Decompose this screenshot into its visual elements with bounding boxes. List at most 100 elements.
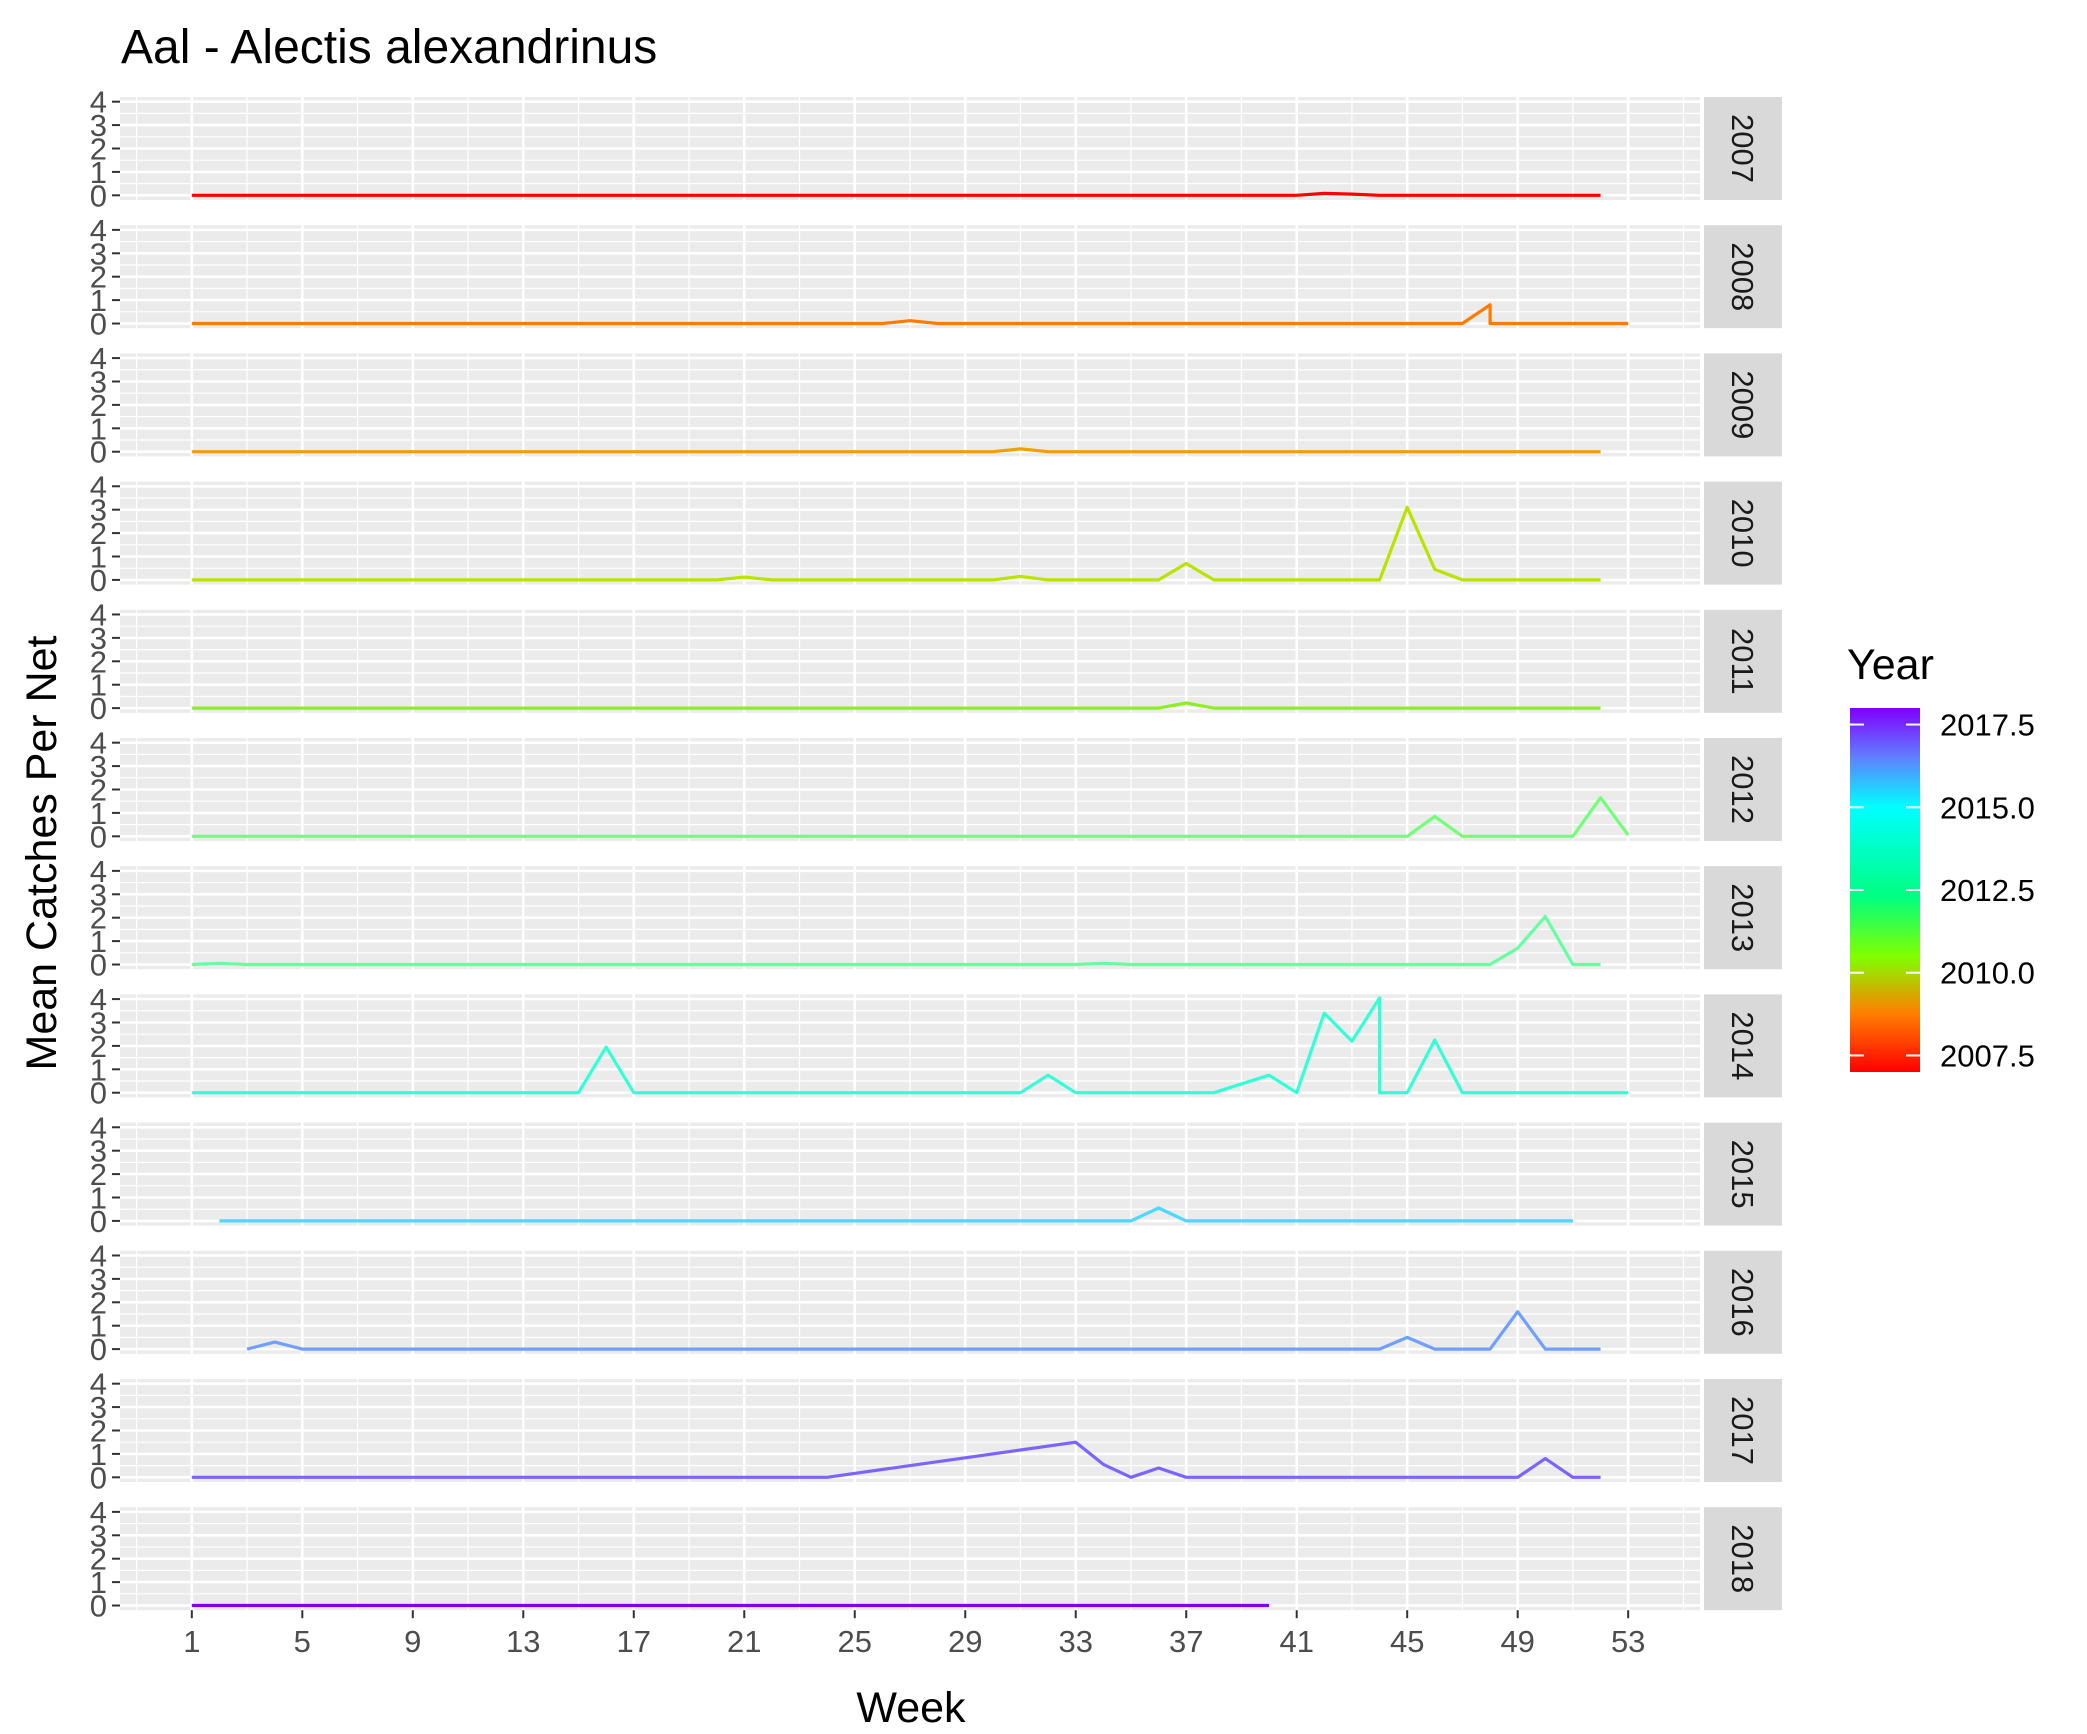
x-tick-label: 5 bbox=[294, 1624, 311, 1659]
facet-strip bbox=[1704, 481, 1782, 585]
y-axis-title: Mean Catches Per Net bbox=[18, 635, 66, 1070]
facet-strip-label: 2008 bbox=[1725, 242, 1760, 311]
y-tick-label: 2 bbox=[90, 516, 107, 551]
series-line-2014 bbox=[191, 996, 1629, 1095]
facet-strip-label: 2011 bbox=[1725, 628, 1760, 695]
y-tick-label: 1 bbox=[90, 1565, 107, 1600]
y-tick-label: 0 bbox=[90, 1204, 107, 1239]
series-line-2007 bbox=[191, 191, 1601, 197]
legend-tick-label: 2015.0 bbox=[1940, 790, 2035, 825]
legend-tick-label: 2010.0 bbox=[1940, 956, 2035, 991]
x-tick-label: 1 bbox=[183, 1624, 200, 1659]
y-tick-label: 4 bbox=[90, 1238, 107, 1273]
facet-strip-label: 2014 bbox=[1725, 1011, 1760, 1080]
y-tick-label: 1 bbox=[90, 796, 107, 831]
x-tick-label: 45 bbox=[1390, 1624, 1424, 1659]
x-tick-label: 9 bbox=[404, 1624, 421, 1659]
y-tick-label: 3 bbox=[90, 108, 107, 143]
facet-strip bbox=[1704, 1379, 1782, 1482]
series-line-2011 bbox=[191, 701, 1601, 710]
y-tick-label: 2 bbox=[90, 388, 107, 423]
y-tick-label: 0 bbox=[90, 1332, 107, 1367]
y-tick-label: 3 bbox=[90, 1005, 107, 1040]
y-tick-label: 0 bbox=[90, 178, 107, 213]
series-line-2015 bbox=[219, 1206, 1573, 1223]
y-tick-label: 4 bbox=[90, 1110, 107, 1145]
y-tick-label: 2 bbox=[90, 901, 107, 936]
series-line-2012 bbox=[191, 796, 1630, 838]
legend-title: Year bbox=[1847, 641, 1934, 689]
facet-strip bbox=[1704, 1122, 1782, 1226]
y-tick-label: 4 bbox=[90, 982, 107, 1017]
series-line-2010 bbox=[191, 505, 1601, 582]
y-tick-label: 2 bbox=[90, 773, 107, 808]
chart-title: Aal - Alectis alexandrinus bbox=[121, 21, 657, 74]
x-tick-label: 17 bbox=[617, 1624, 651, 1659]
y-tick-label: 3 bbox=[90, 621, 107, 656]
y-tick-label: 4 bbox=[90, 85, 107, 120]
facet-strip-label: 2013 bbox=[1725, 883, 1760, 952]
facet-strip-label: 2015 bbox=[1725, 1140, 1760, 1209]
y-tick-label: 3 bbox=[90, 493, 107, 528]
facet-strip-label: 2017 bbox=[1725, 1396, 1760, 1465]
facet-strip bbox=[1704, 97, 1782, 200]
y-tick-label: 4 bbox=[90, 1495, 107, 1530]
y-tick-label: 1 bbox=[90, 668, 107, 703]
facet-strip bbox=[1704, 353, 1782, 457]
x-axis-title: Week bbox=[856, 1684, 966, 1732]
y-tick-label: 2 bbox=[90, 260, 107, 295]
x-tick-label: 33 bbox=[1058, 1624, 1092, 1659]
y-tick-label: 1 bbox=[90, 1052, 107, 1087]
x-tick-label: 53 bbox=[1611, 1624, 1645, 1659]
series-line-2009 bbox=[191, 447, 1601, 454]
y-tick-label: 2 bbox=[90, 1285, 107, 1320]
y-tick-label: 0 bbox=[90, 691, 107, 726]
y-tick-label: 0 bbox=[90, 307, 107, 342]
color-legend: Year 2007.5 2010.0 2012.5 2015.0 2017.5 bbox=[1847, 641, 2035, 1073]
y-tick-label: 3 bbox=[90, 364, 107, 399]
y-tick-label: 0 bbox=[90, 948, 107, 983]
y-tick-label: 4 bbox=[90, 341, 107, 376]
y-tick-label: 1 bbox=[90, 1437, 107, 1472]
y-tick-label: 1 bbox=[90, 540, 107, 575]
y-tick-label: 0 bbox=[90, 1589, 107, 1624]
y-tick-label: 2 bbox=[90, 1157, 107, 1192]
y-tick-label: 2 bbox=[90, 644, 107, 679]
y-tick-label: 4 bbox=[90, 213, 107, 248]
y-tick-label: 1 bbox=[90, 155, 107, 190]
y-tick-label: 1 bbox=[90, 411, 107, 446]
facet-panels: 0123420070123420080123420090123420100123… bbox=[90, 85, 1782, 1624]
y-tick-label: 3 bbox=[90, 1262, 107, 1297]
facet-strip-label: 2007 bbox=[1725, 114, 1760, 183]
y-tick-label: 4 bbox=[90, 597, 107, 632]
x-tick-label: 41 bbox=[1279, 1624, 1313, 1659]
y-tick-label: 3 bbox=[90, 749, 107, 784]
y-tick-label: 4 bbox=[90, 469, 107, 504]
y-tick-label: 0 bbox=[90, 563, 107, 598]
y-tick-label: 3 bbox=[90, 877, 107, 912]
y-tick-label: 3 bbox=[90, 1390, 107, 1425]
y-tick-label: 0 bbox=[90, 1460, 107, 1495]
facet-strip-label: 2016 bbox=[1725, 1268, 1760, 1337]
y-tick-label: 4 bbox=[90, 1367, 107, 1402]
x-axis: 1 5 9 13 17 21 25 29 33 37 41 45 49 53 bbox=[183, 1610, 1645, 1659]
y-tick-label: 4 bbox=[90, 726, 107, 761]
facet-strip bbox=[1704, 866, 1782, 970]
facet-strip bbox=[1704, 225, 1782, 329]
legend-tick-label: 2007.5 bbox=[1940, 1038, 2035, 1073]
facet-strip bbox=[1704, 994, 1782, 1098]
y-tick-label: 2 bbox=[90, 1029, 107, 1064]
x-tick-label: 49 bbox=[1500, 1624, 1534, 1659]
series-line-2017 bbox=[191, 1440, 1601, 1479]
series-line-2008 bbox=[191, 303, 1629, 326]
